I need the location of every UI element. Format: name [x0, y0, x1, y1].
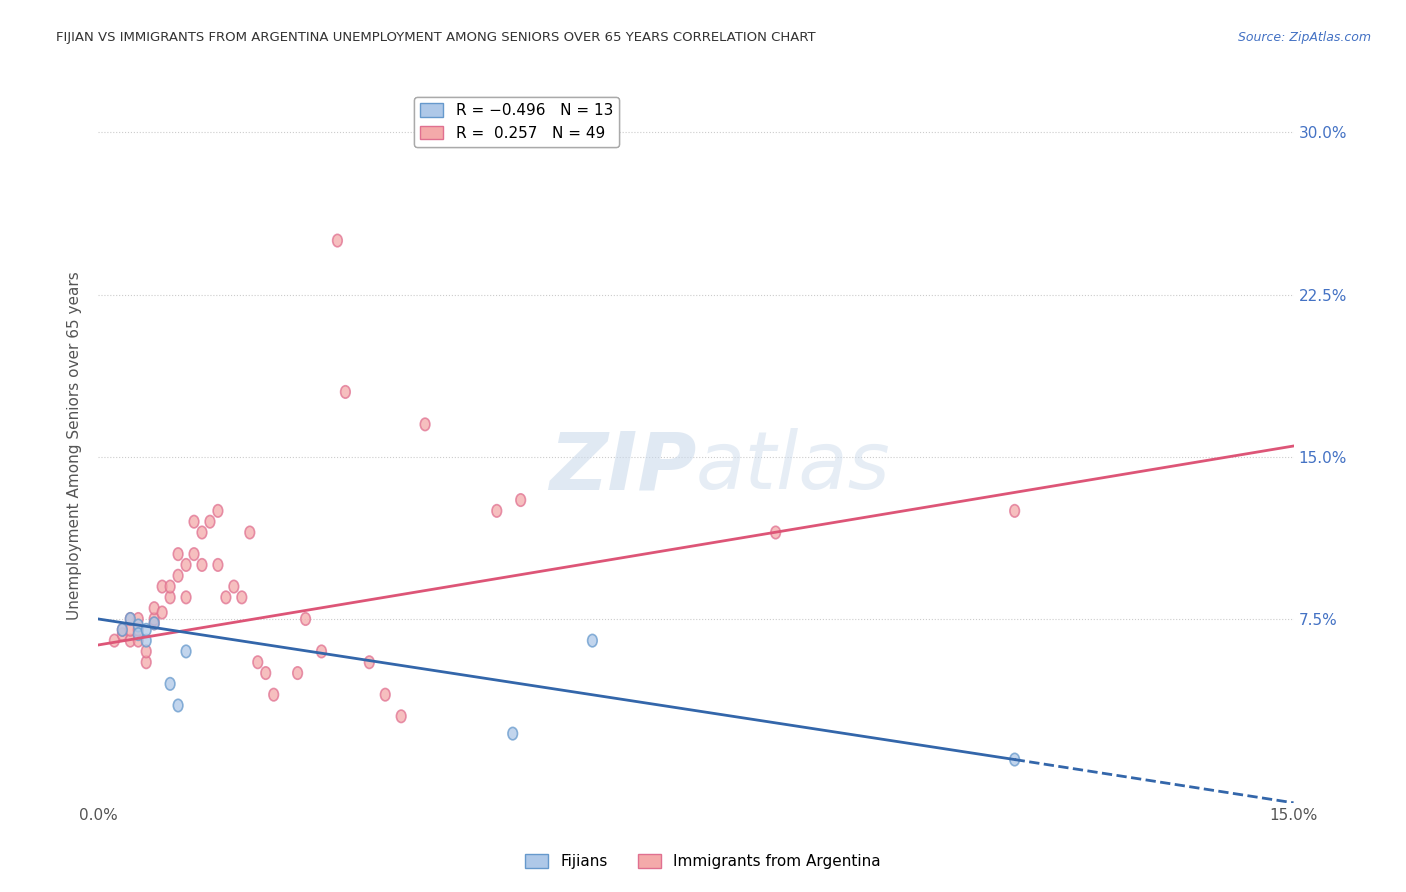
Ellipse shape — [197, 526, 207, 539]
Ellipse shape — [301, 613, 311, 625]
Ellipse shape — [190, 548, 198, 560]
Ellipse shape — [125, 613, 135, 625]
Ellipse shape — [149, 613, 159, 625]
Ellipse shape — [142, 624, 150, 636]
Ellipse shape — [1010, 505, 1019, 517]
Text: Source: ZipAtlas.com: Source: ZipAtlas.com — [1237, 31, 1371, 45]
Ellipse shape — [516, 494, 526, 507]
Ellipse shape — [588, 634, 598, 647]
Legend: Fijians, Immigrants from Argentina: Fijians, Immigrants from Argentina — [519, 848, 887, 875]
Ellipse shape — [157, 581, 167, 593]
Ellipse shape — [149, 617, 159, 630]
Ellipse shape — [364, 656, 374, 668]
Ellipse shape — [205, 516, 215, 528]
Text: atlas: atlas — [696, 428, 891, 507]
Ellipse shape — [134, 613, 143, 625]
Ellipse shape — [340, 385, 350, 398]
Ellipse shape — [181, 645, 191, 657]
Ellipse shape — [221, 591, 231, 604]
Ellipse shape — [157, 607, 167, 619]
Ellipse shape — [125, 613, 135, 625]
Ellipse shape — [292, 667, 302, 680]
Ellipse shape — [173, 569, 183, 582]
Ellipse shape — [134, 634, 143, 647]
Ellipse shape — [149, 617, 159, 630]
Ellipse shape — [149, 602, 159, 615]
Ellipse shape — [142, 634, 150, 647]
Ellipse shape — [381, 689, 389, 701]
Ellipse shape — [142, 645, 150, 657]
Ellipse shape — [253, 656, 263, 668]
Ellipse shape — [134, 619, 143, 632]
Text: FIJIAN VS IMMIGRANTS FROM ARGENTINA UNEMPLOYMENT AMONG SENIORS OVER 65 YEARS COR: FIJIAN VS IMMIGRANTS FROM ARGENTINA UNEM… — [56, 31, 815, 45]
Ellipse shape — [110, 634, 120, 647]
Ellipse shape — [173, 548, 183, 560]
Ellipse shape — [1010, 754, 1019, 765]
Ellipse shape — [125, 624, 135, 636]
Text: ZIP: ZIP — [548, 428, 696, 507]
Ellipse shape — [238, 591, 246, 604]
Ellipse shape — [197, 558, 207, 571]
Ellipse shape — [269, 689, 278, 701]
Ellipse shape — [166, 581, 174, 593]
Ellipse shape — [134, 628, 143, 640]
Ellipse shape — [125, 634, 135, 647]
Ellipse shape — [333, 235, 342, 247]
Ellipse shape — [134, 624, 143, 636]
Ellipse shape — [770, 526, 780, 539]
Ellipse shape — [316, 645, 326, 657]
Ellipse shape — [181, 591, 191, 604]
Legend: R = −0.496   N = 13, R =  0.257   N = 49: R = −0.496 N = 13, R = 0.257 N = 49 — [415, 97, 619, 147]
Ellipse shape — [245, 526, 254, 539]
Ellipse shape — [262, 667, 270, 680]
Ellipse shape — [396, 710, 406, 723]
Ellipse shape — [166, 591, 174, 604]
Ellipse shape — [118, 624, 127, 636]
Ellipse shape — [214, 505, 222, 517]
Ellipse shape — [492, 505, 502, 517]
Ellipse shape — [229, 581, 239, 593]
Ellipse shape — [142, 656, 150, 668]
Ellipse shape — [181, 558, 191, 571]
Ellipse shape — [508, 727, 517, 739]
Y-axis label: Unemployment Among Seniors over 65 years: Unemployment Among Seniors over 65 years — [67, 272, 83, 620]
Ellipse shape — [190, 516, 198, 528]
Ellipse shape — [173, 699, 183, 712]
Ellipse shape — [118, 624, 127, 636]
Ellipse shape — [118, 628, 127, 640]
Ellipse shape — [166, 678, 174, 690]
Ellipse shape — [420, 418, 430, 431]
Ellipse shape — [214, 558, 222, 571]
